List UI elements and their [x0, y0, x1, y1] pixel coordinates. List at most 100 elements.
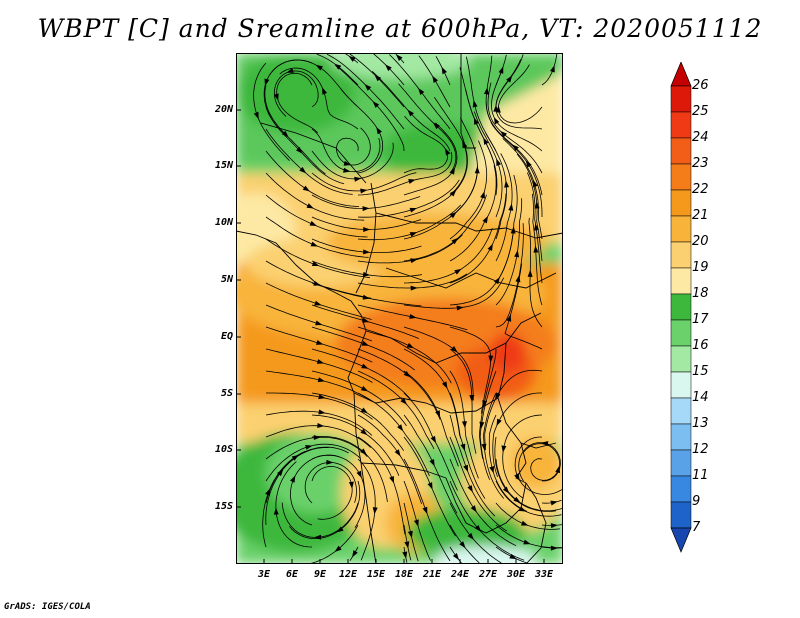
- colorbar-label: 22: [692, 182, 709, 197]
- border-malawi: [515, 442, 527, 484]
- streamline-arrow: [452, 552, 460, 561]
- colorbar-label: 21: [692, 208, 709, 223]
- streamline-arrow: [467, 532, 474, 540]
- streamline-arrow: [534, 201, 540, 209]
- streamline-arrow: [441, 381, 448, 389]
- streamline-arrow: [400, 397, 407, 405]
- border-congo-north: [365, 312, 542, 364]
- streamline-arrow: [509, 553, 517, 560]
- streamline-arrow: [306, 203, 314, 209]
- streamline-arrow: [481, 443, 487, 451]
- streamline-arrow: [487, 243, 493, 251]
- streamline-arrow: [322, 87, 328, 95]
- streamline-arrow: [430, 435, 437, 444]
- streamline-arrow: [302, 185, 310, 192]
- lat-tick-20n: 20N: [214, 104, 233, 115]
- map-frame: [236, 53, 563, 564]
- colorbar-segment: [670, 111, 692, 139]
- colorbar-segment: [670, 371, 692, 399]
- streamline-arrow: [460, 443, 466, 452]
- streamline-arrow: [470, 505, 477, 513]
- streamline-arrow: [504, 180, 510, 188]
- lat-tick-15n: 15N: [214, 160, 233, 171]
- streamline-arrow: [493, 116, 500, 125]
- streamline-arrows: [253, 54, 561, 561]
- streamline-arrow: [334, 63, 342, 70]
- streamline-arrow: [286, 68, 294, 73]
- streamline-arrow: [533, 245, 539, 253]
- lat-tick-10s: 10S: [214, 444, 233, 455]
- streamline-arrow: [403, 370, 411, 378]
- colorbar-segment: [670, 475, 692, 503]
- streamline-arrow: [506, 75, 513, 83]
- streamline-arrow: [334, 545, 342, 552]
- streamline-arrow: [394, 449, 401, 457]
- streamline-arrow: [372, 101, 380, 108]
- streamline-arrow: [315, 320, 323, 326]
- streamline-arrow: [533, 179, 538, 188]
- streamline-arrow: [493, 104, 499, 112]
- streamline-arrow: [318, 394, 326, 400]
- streamline-arrow: [409, 232, 418, 237]
- streamline-arrow: [352, 550, 358, 558]
- streamline-arrow: [264, 78, 270, 86]
- streamline-map: [236, 53, 563, 564]
- streamline-arrow: [362, 317, 370, 323]
- streamline-arrow: [489, 466, 495, 474]
- streamline-arrow: [265, 488, 271, 496]
- streamline-arrow: [409, 207, 418, 213]
- streamline-arrow: [360, 448, 367, 456]
- lat-tick-10n: 10N: [214, 217, 233, 228]
- lon-tick-3e: 3E: [257, 569, 271, 580]
- streamline-arrow: [290, 475, 296, 483]
- lon-tick-9e: 9E: [313, 569, 327, 580]
- streamline-arrow: [444, 148, 451, 156]
- colorbar-label: 24: [692, 130, 709, 145]
- streamline-arrow: [326, 459, 334, 465]
- streamline-arrow: [480, 191, 485, 199]
- streamline-arrow: [483, 87, 489, 95]
- lon-tick-21e: 21E: [422, 569, 442, 580]
- border-egypt-libya: [460, 53, 476, 149]
- streamline-arrow: [514, 250, 520, 258]
- streamline-arrow: [406, 342, 415, 349]
- streamline-arrow: [482, 215, 489, 224]
- streamline-arrow: [441, 66, 447, 75]
- colorbar-segment: [670, 345, 692, 373]
- streamline-arrow: [473, 117, 479, 125]
- streamline-arrow: [550, 500, 558, 506]
- streamline-arrow: [316, 359, 325, 364]
- lon-tick-27e: 27E: [478, 569, 498, 580]
- colorbar-label: 20: [692, 234, 709, 249]
- colorbar-segment: [670, 397, 692, 425]
- streamline-arrow: [360, 428, 368, 436]
- streamline-arrow: [482, 400, 488, 408]
- streamline-arrow: [534, 223, 539, 231]
- streamline-arrow: [361, 363, 369, 369]
- streamline-arrow: [356, 470, 362, 479]
- streamline-arrow: [496, 158, 502, 166]
- map-panel: [236, 53, 563, 564]
- colorbar-segment: [670, 163, 692, 191]
- streamline-arrow: [550, 545, 558, 551]
- streamline-arrow: [449, 189, 457, 197]
- streamline-arrow: [409, 313, 417, 319]
- streamline-arrow: [501, 445, 507, 453]
- streamline-arrow: [525, 160, 532, 168]
- country-borders: [236, 53, 563, 564]
- streamline-arrow: [404, 541, 410, 549]
- streamline-arrow: [433, 122, 440, 130]
- streamline-arrow: [408, 179, 416, 184]
- colorbar-label: 25: [692, 104, 709, 119]
- streamline-arrow: [372, 507, 378, 515]
- field-sudan-orange: [326, 213, 546, 273]
- streamline-arrow: [360, 385, 369, 392]
- streamline-arrow: [273, 507, 279, 515]
- lon-tick-24e: 24E: [450, 569, 470, 580]
- colorbar-top-arrow: [670, 62, 692, 87]
- colorbar-bottom-arrow: [670, 527, 692, 553]
- colorbar-label: 23: [692, 156, 709, 171]
- lat-tick-eq: EQ: [220, 331, 233, 342]
- streamline-arrow: [521, 520, 529, 526]
- streamline-arrow: [364, 83, 372, 91]
